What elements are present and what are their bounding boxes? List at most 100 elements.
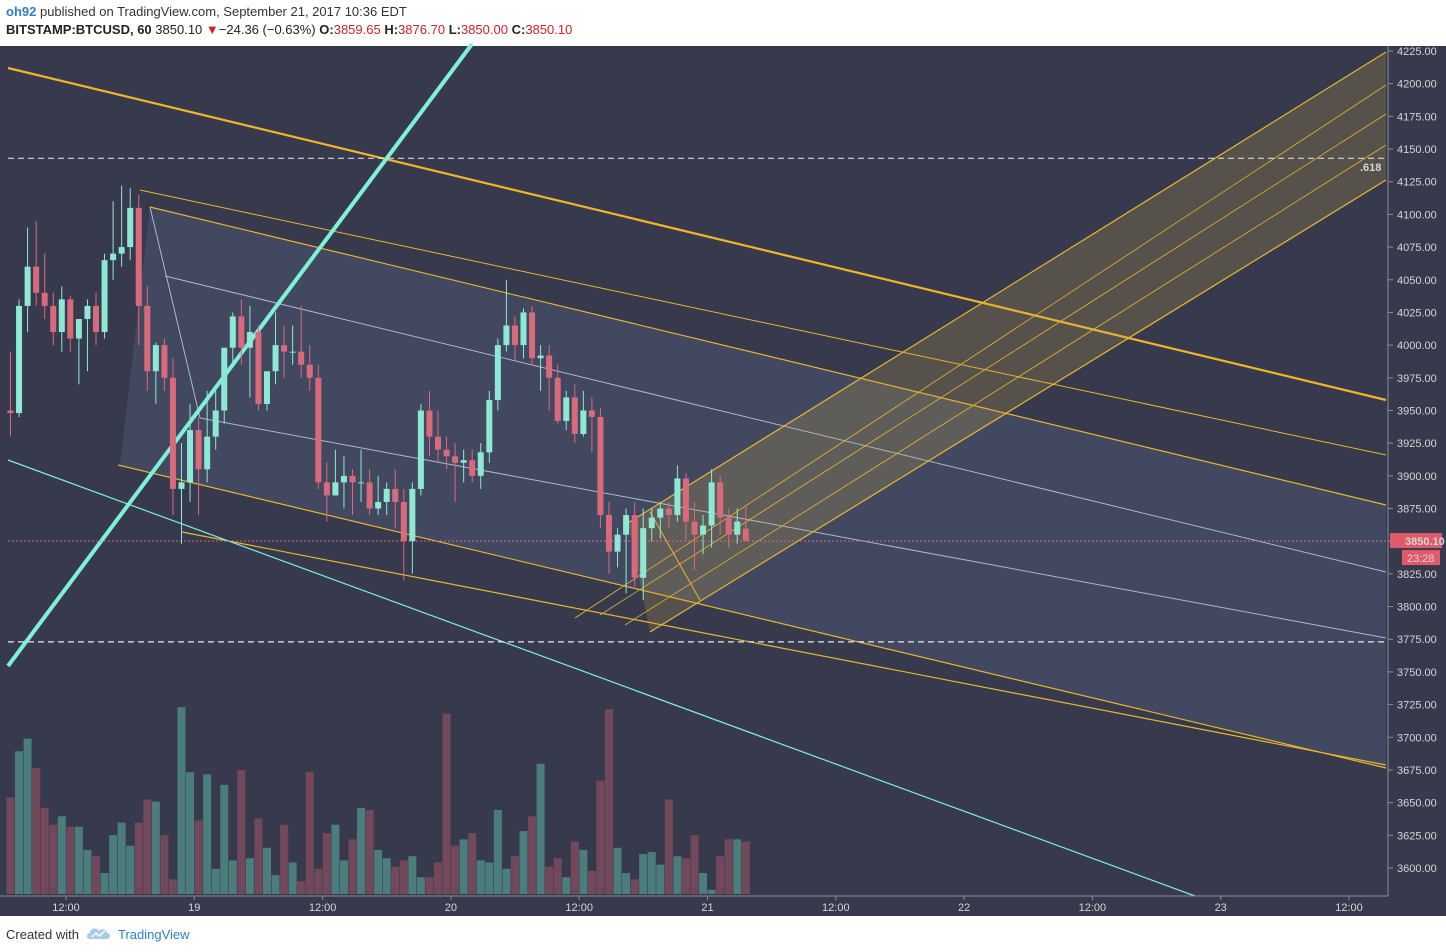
candle [529,305,536,365]
candle [67,295,74,352]
y-tick-label: 3900.00 [1397,471,1437,483]
volume-bar [83,849,92,894]
candle [392,469,399,529]
candle [93,292,99,346]
volume-bar [596,780,605,894]
candle-body [349,475,356,483]
candle [486,390,493,463]
candle-body [58,299,65,333]
publisher-text: published on TradingView.com, September … [39,4,407,19]
candle-body [477,452,484,476]
candle [246,305,253,398]
y-tick-label: 3750.00 [1397,667,1437,679]
low-label: L: [448,22,461,37]
volume-bar [485,862,494,894]
candle [16,299,23,418]
candle [101,253,108,339]
candle-body [503,325,510,346]
candle-body [400,501,407,542]
ascending-channel-fill [628,52,1386,632]
volume-bar [168,879,177,894]
volume-bar [245,858,254,894]
candle [691,501,698,570]
volume-bar [237,770,246,894]
tradingview-cloud-icon[interactable] [86,925,112,941]
volume-bar [297,881,306,894]
volume-bar [553,858,562,894]
candle [477,443,484,489]
last-price: 3850.10 [155,22,203,37]
tradingview-brand-link[interactable]: TradingView [118,927,190,942]
volume-bar [92,856,100,894]
y-tick-label: 4200.00 [1397,79,1437,91]
candle-body [33,266,40,293]
candle [7,351,14,437]
y-tick-label: 4175.00 [1397,111,1437,123]
candle-body [306,364,313,378]
candle [563,390,570,431]
high-label: H: [384,22,399,37]
candle [238,299,245,365]
candle-body [212,410,219,437]
volume-bar [605,709,613,894]
candle-body [264,371,270,404]
candle-body [597,417,604,516]
ascending-trendline [6,42,474,668]
candle-body [520,312,527,346]
chart-canvas[interactable]: 4225.00 4200.00 4175.00 4150.00 4125.00 4100.… [0,0,1446,916]
last-price-badge [1390,533,1442,549]
candle [50,292,57,346]
y-tick-label: 3600.00 [1397,863,1437,875]
x-tick-label: 23 [1215,902,1227,914]
candle [426,390,433,457]
candle-body [229,316,236,348]
price-change: −24.36 (−0.63%) [218,22,316,37]
volume-bar [331,824,340,894]
candle-body [614,534,621,552]
candle [161,338,168,391]
candle [110,201,117,280]
volume-bar [339,860,348,894]
candle [169,358,176,516]
candle-body [700,525,707,535]
low-value: 3850.00 [460,22,508,37]
volume-bar [15,751,24,894]
candle-body [187,430,194,483]
candle-body [486,400,493,453]
volume-bar [468,833,477,894]
volume-bar [305,772,314,894]
x-tick-label: 12:00 [822,902,850,914]
candle-body [537,355,544,359]
candle [75,318,82,385]
publisher-line: oh92 published on TradingView.com, Septe… [6,4,407,19]
candle [375,475,382,516]
candle-body [631,515,638,578]
time-axis[interactable]: 12:00 19 12:00 20 12:00 21 12:00 22 12:00 23 12:00 [0,895,1446,916]
volume-bar [194,820,203,894]
candle-body [246,332,253,348]
candle-body [144,305,151,372]
volume-bar [579,849,588,894]
candle [700,515,707,555]
candle [606,501,612,574]
volume-bar [57,816,66,894]
price-axis-ticks: 4225.00 4200.00 4175.00 4150.00 4125.00 4100.… [1388,46,1437,875]
candle [588,397,595,453]
candle-body [84,305,91,319]
volume-bar [493,810,502,894]
x-tick-label: 12:00 [52,902,80,914]
candle-body [281,345,288,352]
candle [537,345,544,391]
y-tick-label: 3950.00 [1397,405,1437,417]
channel-upper-line [139,189,1387,456]
price-axis[interactable]: 4225.00 4200.00 4175.00 4150.00 4125.00 4100.… [1387,46,1446,896]
last-price-marker: 3850.10 23:28 [1390,533,1445,566]
volume-bar [177,707,186,894]
volume-bar [408,856,417,894]
candle-body [332,482,339,496]
candle [383,482,390,516]
publisher-user[interactable]: oh92 [6,4,37,19]
volume-bar [322,833,331,894]
volume-bar [630,879,639,894]
candle-body [563,397,570,421]
